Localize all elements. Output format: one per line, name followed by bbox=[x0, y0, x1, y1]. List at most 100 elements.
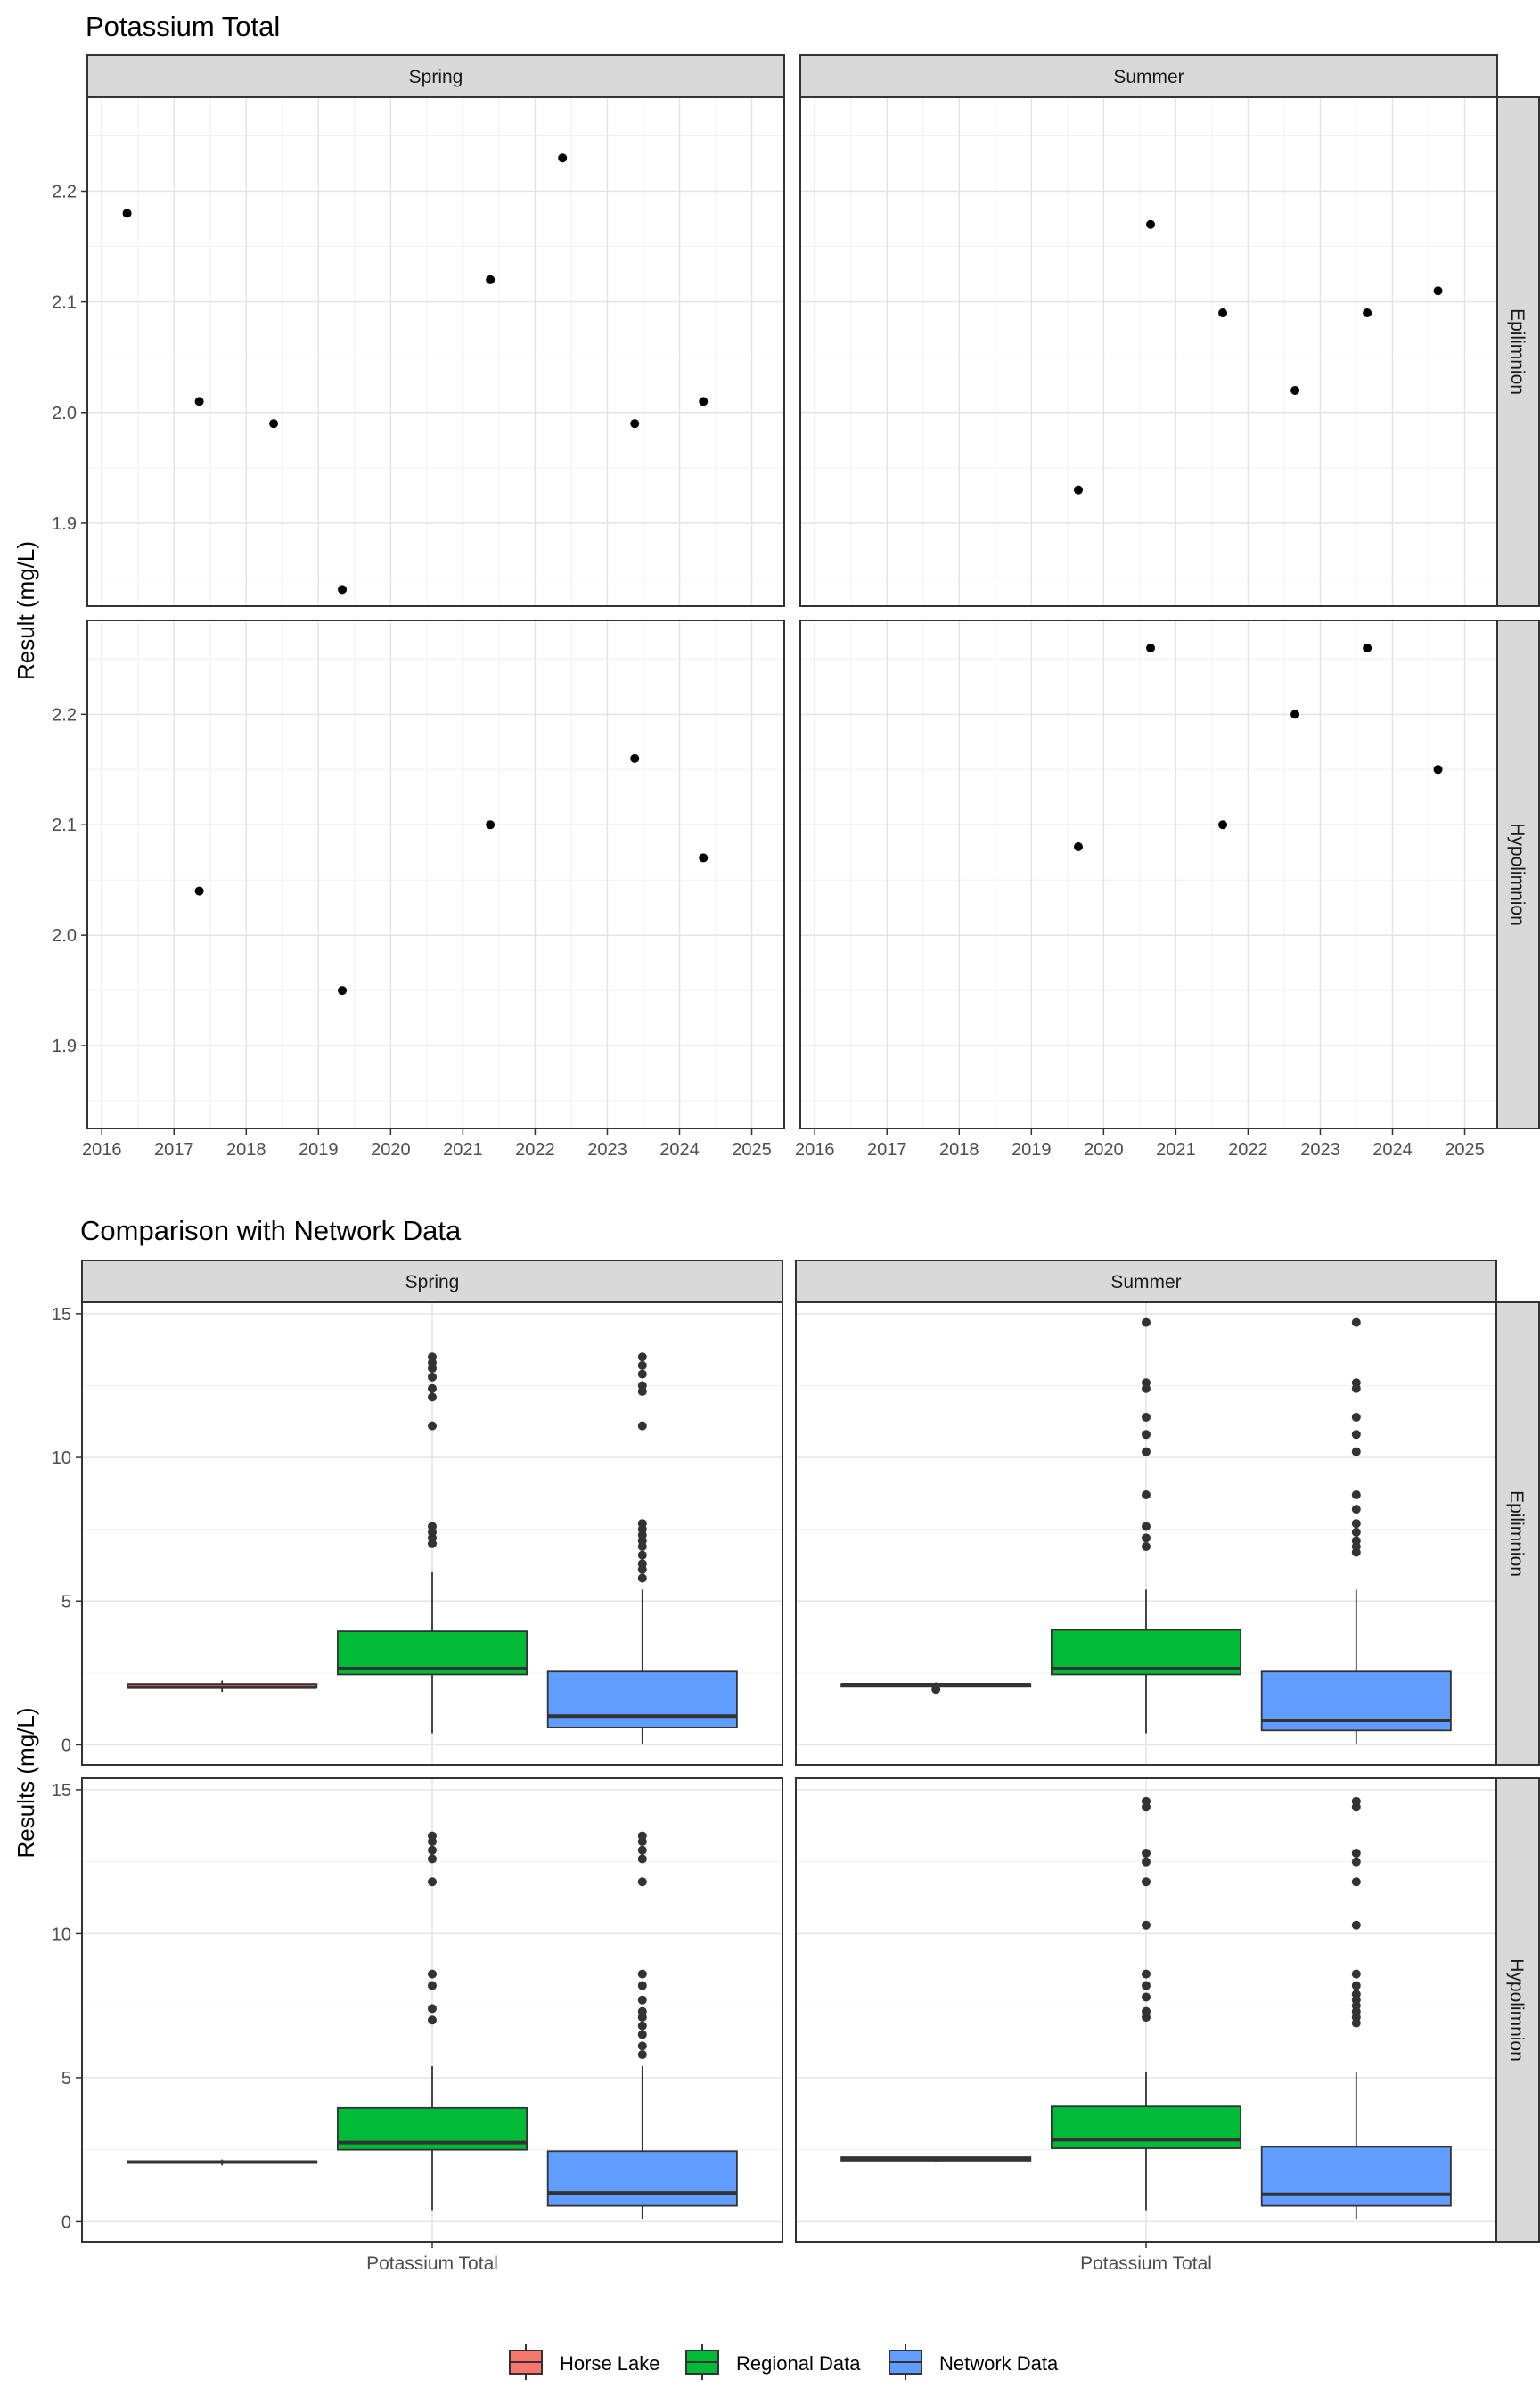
data-point bbox=[1146, 643, 1156, 652]
data-point bbox=[1218, 308, 1228, 318]
x-tick-label: 2020 bbox=[371, 1140, 411, 1160]
legend-item-regional-data: Regional Data bbox=[685, 2344, 861, 2380]
legend-item-horse-lake: Horse Lake bbox=[509, 2344, 660, 2380]
x-tick-label: 2021 bbox=[1156, 1140, 1196, 1160]
y-tick-label: 15 bbox=[52, 1781, 71, 1801]
outlier-point bbox=[1142, 1533, 1151, 1543]
box-regional-data bbox=[1050, 1317, 1242, 1734]
outlier-point bbox=[637, 2021, 647, 2031]
data-point bbox=[1218, 820, 1228, 830]
legend: Horse Lake Regional Data Network Data bbox=[509, 2344, 1059, 2380]
x-category-label: Potassium Total bbox=[366, 2253, 498, 2274]
box-regional-data bbox=[1050, 1796, 1242, 2211]
outlier-point bbox=[637, 1854, 647, 1864]
outlier-point bbox=[1142, 1489, 1151, 1499]
box-chart: Spring Summer Epilimnion Hypolimnion 0 5 10 15 0… bbox=[52, 1260, 1540, 2274]
outlier-point bbox=[637, 1360, 647, 1370]
data-point bbox=[1073, 842, 1083, 852]
x-tick-label: 2025 bbox=[732, 1140, 772, 1160]
outlier-point bbox=[1142, 1542, 1151, 1552]
outlier-point bbox=[1351, 1317, 1361, 1327]
outlier-point bbox=[1142, 1981, 1151, 1990]
panel-border bbox=[795, 1301, 1497, 1766]
x-tick-label: 2021 bbox=[443, 1140, 483, 1160]
box-iqr bbox=[1260, 2146, 1452, 2207]
outlier-point bbox=[1351, 1527, 1361, 1537]
outlier-point bbox=[428, 1969, 437, 1979]
panel-border bbox=[799, 96, 1498, 607]
outlier-point bbox=[637, 1877, 647, 1887]
scatter-strip-spring bbox=[86, 54, 785, 98]
legend-item-network-data: Network Data bbox=[889, 2344, 1059, 2380]
x-tick-label: 2023 bbox=[1300, 1140, 1340, 1160]
legend-label-regional-data: Regional Data bbox=[736, 2352, 861, 2375]
x-tick-label: 2018 bbox=[939, 1140, 979, 1160]
scatter-panel-spring-epilimnion bbox=[86, 96, 785, 607]
data-point bbox=[558, 153, 568, 163]
box-panel-spring-epilimnion bbox=[81, 1301, 783, 1766]
outlier-point bbox=[1142, 1848, 1151, 1858]
panel-border bbox=[81, 1301, 783, 1766]
box-horse-lake bbox=[840, 1682, 1032, 1694]
y-tick-label: 0 bbox=[61, 1735, 71, 1755]
outlier-point bbox=[637, 1981, 647, 1990]
outlier-point bbox=[637, 1352, 647, 1362]
outlier-point bbox=[637, 1559, 647, 1569]
box-iqr bbox=[546, 1670, 738, 1728]
outlier-point bbox=[428, 1421, 437, 1431]
box-horse-lake bbox=[127, 1680, 318, 1693]
outlier-point bbox=[428, 1854, 437, 1864]
panel-border bbox=[799, 620, 1498, 1129]
box-panel-summer-epilimnion bbox=[795, 1301, 1497, 1766]
data-point bbox=[338, 585, 348, 595]
y-tick-label: 10 bbox=[52, 1924, 71, 1944]
data-point bbox=[1433, 765, 1443, 775]
x-tick-label: 2022 bbox=[1228, 1140, 1268, 1160]
outlier-point bbox=[1142, 1857, 1151, 1867]
box-strip-spring bbox=[81, 1260, 783, 1303]
outlier-point bbox=[637, 1519, 647, 1529]
y-tick-label: 2.2 bbox=[52, 705, 77, 725]
outlier-point bbox=[1351, 1378, 1361, 1388]
outlier-point bbox=[1142, 1447, 1151, 1456]
box-network-data bbox=[1260, 1317, 1452, 1744]
outlier-point bbox=[1142, 1317, 1151, 1327]
x-tick-label: 2019 bbox=[299, 1140, 339, 1160]
scatter-y-axis-label: Result (mg/L) bbox=[12, 541, 39, 680]
outlier-point bbox=[637, 1550, 647, 1560]
y-tick-label: 1.9 bbox=[52, 1037, 77, 1056]
outlier-point bbox=[428, 1981, 437, 1990]
outlier-point bbox=[637, 1995, 647, 2005]
outlier-point bbox=[637, 2006, 647, 2016]
outlier-point bbox=[1351, 1877, 1361, 1887]
panel-border bbox=[86, 96, 785, 607]
outlier-point bbox=[1351, 1920, 1361, 1930]
data-point bbox=[122, 209, 132, 218]
outlier-point bbox=[428, 1372, 437, 1382]
outlier-point bbox=[1351, 1848, 1361, 1858]
outlier-point bbox=[1351, 1412, 1361, 1422]
box-network-data bbox=[546, 1352, 738, 1744]
outlier-point bbox=[1142, 1430, 1151, 1440]
y-tick-label: 2.0 bbox=[52, 404, 77, 423]
outlier-point bbox=[1351, 1969, 1361, 1979]
data-point bbox=[486, 275, 496, 284]
data-point bbox=[630, 753, 640, 763]
panel-border bbox=[86, 620, 785, 1129]
box-regional-data bbox=[336, 1831, 528, 2211]
box-panel-summer-hypolimnion bbox=[795, 1777, 1497, 2243]
y-tick-label: 0 bbox=[61, 2212, 71, 2232]
outlier-point bbox=[1351, 1447, 1361, 1456]
outlier-point bbox=[428, 1877, 437, 1887]
x-tick-label: 2025 bbox=[1445, 1140, 1485, 1160]
outlier-point bbox=[637, 1381, 647, 1391]
outlier-point bbox=[637, 1969, 647, 1979]
box-panel-spring-hypolimnion bbox=[81, 1777, 783, 2243]
box-chart-title: Comparison with Network Data bbox=[80, 1215, 462, 1246]
data-point bbox=[699, 397, 709, 406]
scatter-strip-label-summer: Summer bbox=[1113, 67, 1184, 87]
outlier-point bbox=[1351, 1536, 1361, 1546]
data-point bbox=[1290, 385, 1300, 395]
outlier-point bbox=[428, 1522, 437, 1531]
